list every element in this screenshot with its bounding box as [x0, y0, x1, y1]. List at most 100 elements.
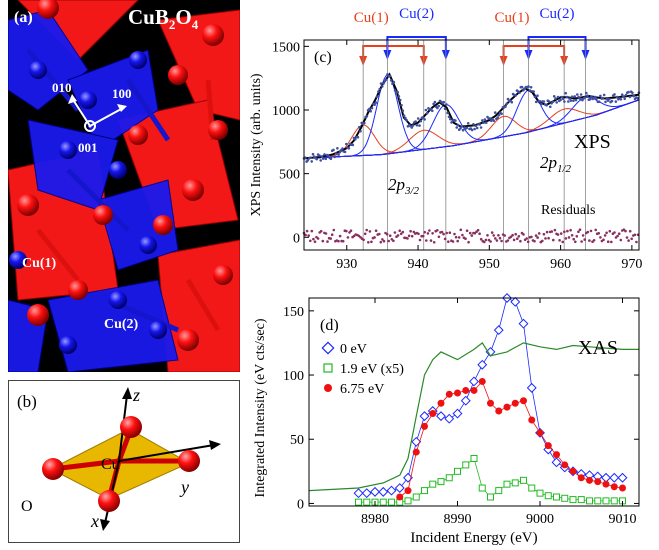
xps-residual-point [337, 239, 340, 243]
xas-point-6p75ev [454, 389, 461, 397]
xps-residual-point [461, 233, 464, 237]
xas-point-1p9ev [520, 476, 527, 484]
xps-data-point [610, 99, 614, 103]
xas-point-6p75ev [503, 403, 511, 411]
xps-data-point [431, 109, 434, 113]
xas-point-6p75ev [437, 399, 445, 407]
xps-data-point [306, 159, 310, 162]
xps-data-point [310, 160, 313, 163]
xas-point-0ev [370, 486, 380, 497]
xps-residual-point [330, 233, 334, 236]
xps-fit-curves [303, 72, 640, 160]
xps-data-point [627, 90, 630, 94]
xps-residual-point [544, 237, 547, 240]
xps-residual-point [453, 232, 456, 236]
xps-ytick-label: 0 [293, 231, 300, 246]
xps-residual-point [500, 239, 503, 243]
xps-residual-point [503, 234, 507, 237]
xas-point-0ev [386, 485, 397, 496]
xps-data-point [619, 98, 623, 101]
xps-residual-point [486, 234, 489, 237]
axis-100-label: 100 [112, 86, 132, 101]
xps-data-point [332, 148, 335, 152]
xps-data-point [564, 91, 567, 95]
xas-point-0ev [361, 488, 372, 499]
xas-point-0ev [419, 411, 430, 422]
xps-data-point [369, 109, 372, 113]
xps-data-point [388, 74, 392, 78]
axis-y-label: y [179, 477, 189, 497]
xps-residual-point [436, 229, 439, 232]
xps-residual-point [367, 241, 370, 244]
xps-residual-point [392, 239, 395, 243]
xps-residual-point [345, 229, 348, 233]
xas-point-1p9ev [553, 493, 560, 501]
xps-residual-point [599, 236, 602, 239]
xas-point-6p75ev [429, 410, 437, 418]
xas-point-1p9ev [569, 496, 577, 504]
xas-point-1p9ev [561, 494, 569, 502]
xps-residual-point [381, 238, 384, 241]
xps-data-point [481, 119, 484, 122]
xps-data-point [479, 126, 483, 129]
xas-point-0ev [584, 470, 595, 481]
cu2-header-label: Cu(2) [399, 6, 434, 22]
xps-residual-point [425, 239, 428, 242]
xps-residual-point [321, 239, 325, 243]
axes-indicator [71, 97, 124, 132]
xps-data-point [357, 126, 361, 129]
xps-residual-point [362, 238, 365, 242]
xps-residual-point [581, 234, 585, 237]
xps-data-point [570, 95, 574, 98]
cu1-header-label: Cu(1) [354, 10, 389, 26]
xps-residual-point [329, 237, 332, 240]
xps-data-point [536, 94, 539, 97]
xps-annotation: XPS [574, 131, 611, 153]
xps-data-point [572, 99, 575, 102]
xps-residual-point [484, 238, 488, 242]
xps-residual-point [447, 240, 450, 243]
xps-residual-point [603, 234, 607, 237]
xps-data-point [446, 111, 449, 115]
xps-data-point [323, 153, 326, 156]
xps-residual-point [418, 238, 422, 242]
xps-residual-point [437, 235, 441, 239]
xps-residual-point [489, 240, 492, 243]
xps-data-point [363, 121, 366, 125]
xas-point-1p9ev [388, 498, 395, 506]
xas-point-1p9ev [355, 498, 362, 506]
cu-center-label: Cu [101, 456, 120, 473]
xps-residual-point [556, 233, 560, 236]
xps-residual-point [492, 234, 495, 237]
xas-point-6p75ev [520, 397, 527, 405]
xas-point-0ev [617, 472, 628, 483]
xps-residual-point [312, 237, 315, 241]
xps-residual-point [567, 236, 571, 239]
xps-residual-point [566, 229, 569, 233]
xps-ylabel: XPS Intensity (arb. units) [249, 73, 264, 216]
xps-residual-point [514, 232, 517, 236]
xps-residual-point [483, 240, 486, 244]
xas-point-6p75ev [619, 484, 626, 492]
xps-residual-point [537, 232, 541, 235]
p32-annotation: 2p3/2 [388, 175, 420, 197]
xps-residual-point [454, 235, 458, 239]
xps-residual-point [307, 234, 310, 237]
xps-residual-point [572, 237, 575, 241]
xps-residual-point [346, 236, 350, 239]
xas-plot-frame [308, 297, 640, 507]
xas-point-1p9ev [495, 487, 503, 495]
xps-residual-point [476, 228, 480, 232]
xps-data-point [496, 116, 499, 119]
xas-point-0ev [460, 395, 471, 406]
xps-data-point [622, 95, 625, 98]
xps-residual-point [575, 235, 579, 238]
cu2-header-label: Cu(2) [540, 6, 575, 22]
xps-data-point [370, 106, 374, 110]
xas-point-1p9ev [445, 474, 453, 482]
xas-point-6p75ev [569, 467, 577, 475]
xps-data-point [338, 150, 342, 154]
xps-residual-point [479, 237, 483, 241]
xps-data-point [588, 97, 592, 101]
xps-data-point [567, 100, 570, 103]
